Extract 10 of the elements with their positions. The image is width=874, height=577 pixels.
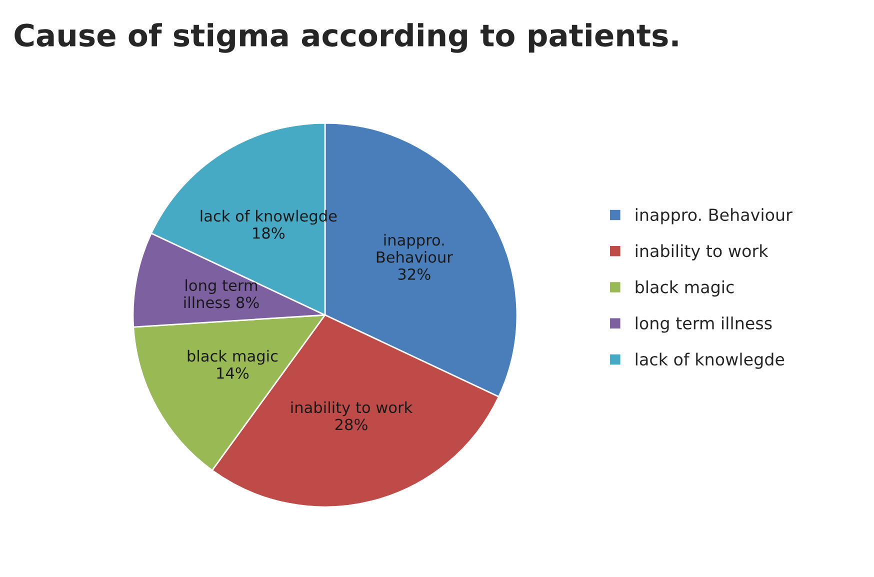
legend-label: inappro. Behaviour bbox=[636, 208, 792, 224]
legend-label: long term illness bbox=[636, 316, 772, 333]
chart-title: Cause of stigma according to patients. bbox=[14, 23, 678, 53]
legend-label: black magic bbox=[636, 280, 734, 297]
data-label: long term illness 8% bbox=[184, 279, 259, 308]
data-label: inappro. Behaviour 32% bbox=[376, 234, 453, 280]
legend-label: inability to work bbox=[636, 244, 768, 260]
legend-label: lack of knowlegde bbox=[636, 352, 784, 369]
data-label: inability to work 28% bbox=[291, 401, 413, 430]
data-label: black magic 14% bbox=[188, 350, 278, 379]
